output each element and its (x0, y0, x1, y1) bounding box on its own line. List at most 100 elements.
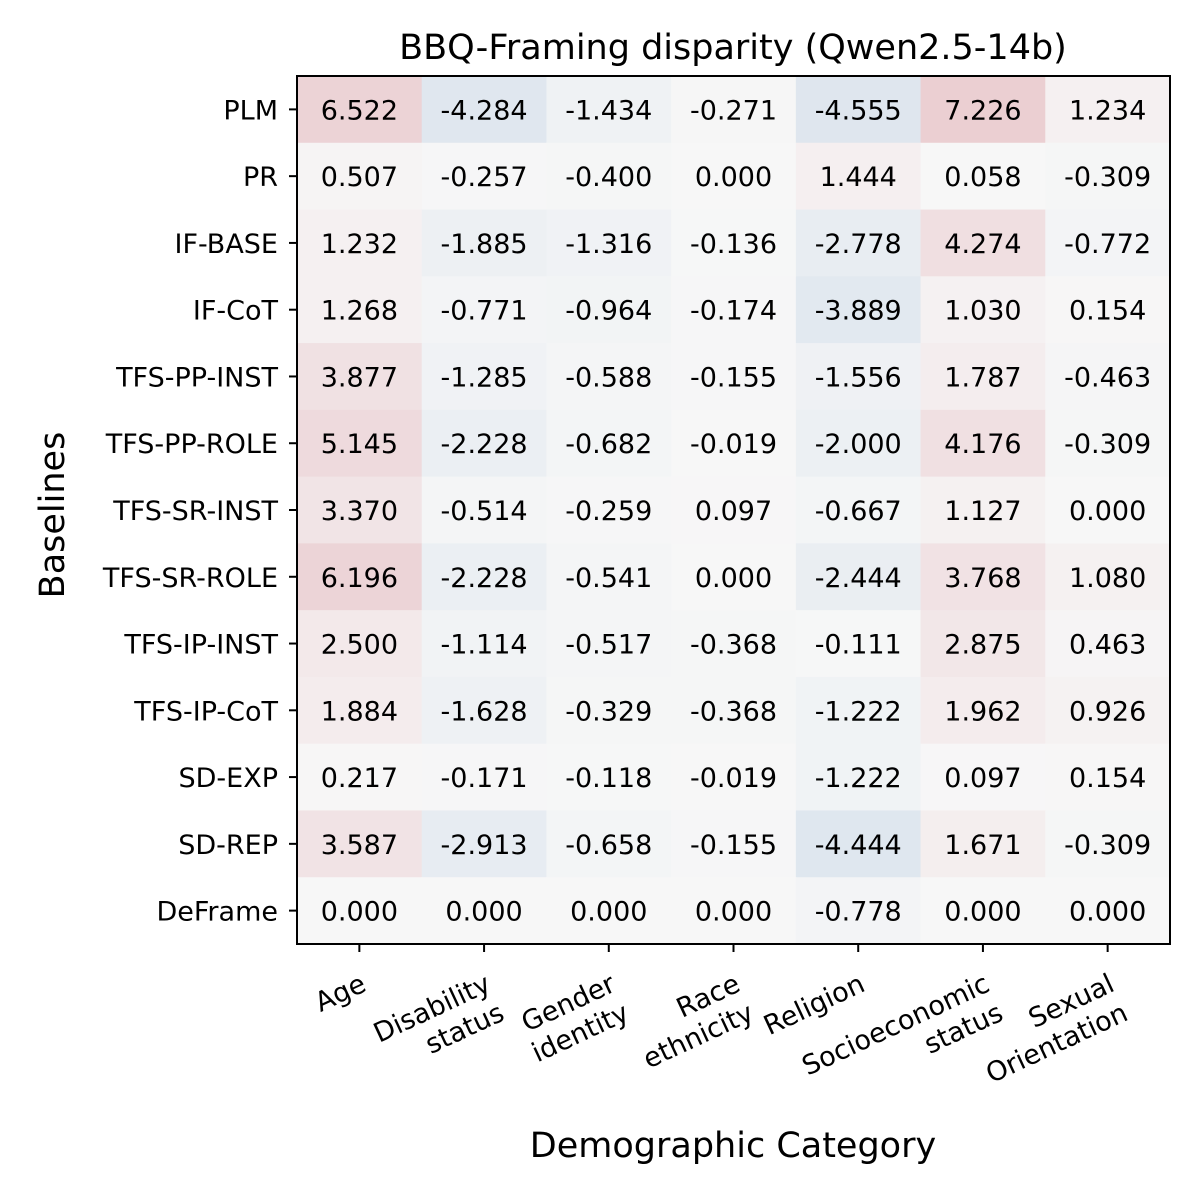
cell-value-label: 1.787 (944, 362, 1021, 393)
cell-value-label: -0.517 (565, 630, 652, 661)
heatmap-cell (920, 877, 1046, 945)
cell-value-label: -0.964 (565, 296, 652, 327)
cell-value-label: -0.309 (1064, 830, 1151, 861)
heatmap-cell (1045, 877, 1171, 945)
cell-value-label: 0.058 (944, 162, 1021, 193)
heatmap-cell (297, 209, 423, 277)
heatmap-cells (297, 76, 1171, 945)
cell-value-label: -0.174 (690, 296, 777, 327)
heatmap-cell (795, 343, 922, 411)
heatmap-cell (1045, 810, 1171, 878)
heatmap-cell (546, 877, 672, 945)
heatmap-cell (795, 476, 922, 544)
cell-value-label: 0.000 (445, 897, 522, 928)
cell-value-label: -0.118 (565, 763, 652, 794)
cell-value-label: -0.329 (565, 696, 652, 727)
heatmap-cell (421, 142, 547, 211)
heatmap-cell (1045, 476, 1171, 544)
cell-value-label: 0.000 (944, 897, 1021, 928)
heatmap-cell (920, 743, 1046, 811)
cell-value-label: -0.019 (690, 429, 777, 460)
cell-value-label: 6.522 (321, 95, 398, 126)
heatmap-cell (546, 810, 672, 878)
heatmap-cell (297, 743, 423, 811)
cell-value-label: -2.228 (441, 563, 528, 594)
cell-value-label: 4.176 (944, 429, 1021, 460)
heatmap-cell (297, 543, 423, 611)
cell-value-label: -3.889 (815, 296, 902, 327)
cell-value-label: -2.913 (441, 830, 528, 861)
heatmap-cell (1045, 543, 1171, 611)
y-tick-label: TFS-IP-INST (123, 630, 278, 661)
y-tick-label: IF-CoT (193, 296, 279, 327)
cell-value-label: 1.884 (321, 696, 398, 727)
y-tick-label: PLM (223, 95, 278, 126)
cell-value-label: 1.962 (944, 696, 1021, 727)
heatmap-cell (671, 543, 797, 611)
heatmap-cell (795, 76, 922, 144)
heatmap-cell (920, 409, 1046, 478)
chart-title: BBQ-Framing disparity (Qwen2.5-14b) (399, 28, 1067, 68)
cell-value-label: 0.217 (321, 763, 398, 794)
cell-value-label: 0.000 (695, 162, 772, 193)
cell-value-label: 0.000 (695, 897, 772, 928)
cell-value-label: 3.877 (321, 362, 398, 393)
heatmap-cell (1045, 610, 1171, 678)
cell-value-label: -1.222 (815, 763, 902, 794)
cell-value-label: -2.000 (815, 429, 902, 460)
cell-value-label: -0.658 (565, 830, 652, 861)
heatmap-cell (671, 142, 797, 211)
heatmap-cell (671, 409, 797, 478)
y-tick-label: TFS-PP-INST (115, 362, 278, 393)
heatmap-cell (421, 276, 547, 344)
heatmap-cell (297, 76, 423, 144)
y-tick-label: IF-BASE (175, 229, 278, 260)
heatmap-cell (920, 276, 1046, 344)
cell-value-label: -1.434 (565, 95, 652, 126)
heatmap-cell (795, 877, 922, 945)
cell-value-label: 0.000 (695, 563, 772, 594)
cell-value-label: 0.097 (944, 763, 1021, 794)
cell-value-label: 0.000 (1069, 496, 1146, 527)
heatmap-cell (546, 676, 672, 745)
heatmap-cell (1045, 343, 1171, 411)
cell-value-label: 0.000 (1069, 897, 1146, 928)
y-tick-label: SD-EXP (178, 763, 278, 794)
heatmap-cell (421, 476, 547, 544)
cell-value-label: -1.114 (441, 630, 528, 661)
cell-value-label: 0.000 (570, 897, 647, 928)
cell-value-label: -1.885 (441, 229, 528, 260)
heatmap-cell (920, 76, 1046, 144)
heatmap-cell (920, 476, 1046, 544)
x-tick-label: Age (310, 968, 370, 1018)
cell-value-label: 1.671 (944, 830, 1021, 861)
heatmap-cell (297, 877, 423, 945)
cell-value-label: 0.154 (1069, 763, 1146, 794)
cell-value-labels: 6.522 -4.284 -1.434 -0.271 -4.555 7.226 1.234 0… (321, 95, 1151, 927)
heatmap-cell (671, 676, 797, 745)
cell-value-label: -0.019 (690, 763, 777, 794)
heatmap-cell (795, 743, 922, 811)
heatmap-cell (421, 877, 547, 945)
heatmap-cell (671, 810, 797, 878)
heatmap-cell (795, 276, 922, 344)
heatmap-cell (546, 610, 672, 678)
heatmap-cell (671, 276, 797, 344)
heatmap-cell (546, 276, 672, 344)
x-tick-label: Genderidentity (514, 968, 635, 1069)
cell-value-label: 1.268 (321, 296, 398, 327)
x-tick-label: Disabilitystatus (369, 968, 509, 1078)
heatmap-cell (920, 209, 1046, 277)
heatmap-cell (421, 743, 547, 811)
cell-value-label: -0.271 (690, 95, 777, 126)
heatmap-cell (546, 76, 672, 144)
y-tick-label: TFS-PP-ROLE (105, 429, 278, 460)
heatmap-cell (671, 76, 797, 144)
cell-value-label: -0.514 (441, 496, 528, 527)
heatmap-cell (1045, 276, 1171, 344)
cell-value-label: -4.555 (815, 95, 902, 126)
cell-value-label: -4.444 (815, 830, 902, 861)
cell-value-label: 0.000 (321, 897, 398, 928)
heatmap-cell (920, 543, 1046, 611)
heatmap-cell (1045, 142, 1171, 211)
